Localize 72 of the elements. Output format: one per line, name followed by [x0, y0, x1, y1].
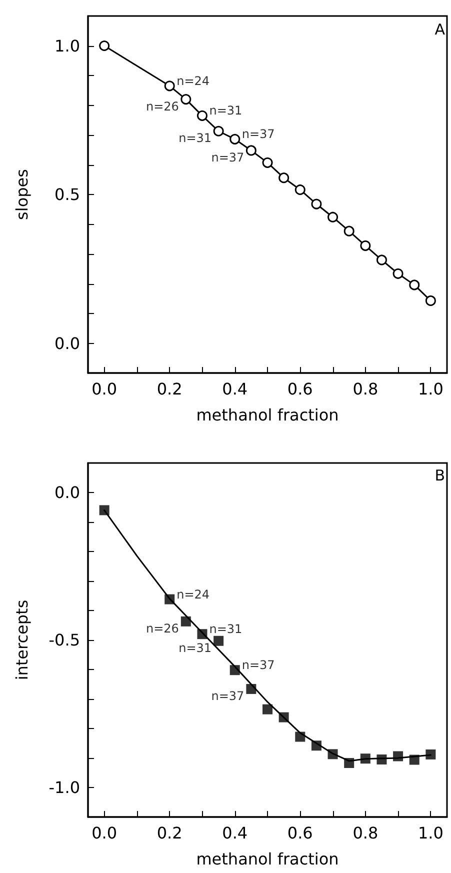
x-tick-label: 1.0 — [418, 824, 444, 842]
point — [99, 505, 110, 516]
point — [409, 754, 420, 765]
point — [230, 134, 240, 144]
x-axis-title: methanol fraction — [196, 850, 339, 868]
point — [278, 172, 290, 184]
point — [246, 684, 256, 694]
annotation: n=26 — [146, 621, 179, 636]
annotation: n=37 — [242, 658, 275, 672]
point — [262, 704, 272, 714]
point — [344, 226, 354, 236]
x-axis-title: methanol fraction — [196, 406, 339, 424]
annotation: n=37 — [242, 127, 275, 142]
point — [328, 749, 338, 760]
y-tick-label: 0.0 — [54, 334, 80, 353]
point — [376, 254, 387, 266]
annotation: n=37 — [211, 150, 244, 164]
point — [180, 616, 191, 626]
y-tick-label: 0.0 — [54, 483, 80, 502]
annotation: n=37 — [211, 688, 244, 703]
point — [214, 636, 224, 646]
x-tick-label: 0.2 — [156, 380, 182, 398]
annotation: n=31 — [209, 104, 242, 118]
point — [230, 665, 240, 676]
x-tick-label: 0.8 — [352, 824, 378, 842]
point — [197, 629, 208, 640]
point — [164, 80, 175, 92]
annotation: n=31 — [209, 622, 242, 636]
x-tick-label: 1.0 — [418, 380, 444, 398]
point — [246, 145, 256, 156]
x-tick-label: 0.0 — [92, 380, 118, 398]
y-tick-label: -0.5 — [48, 630, 80, 650]
x-tick-label: 0.6 — [287, 824, 313, 842]
x-tick-label: 0.2 — [156, 824, 182, 842]
point — [344, 758, 354, 768]
point — [393, 751, 404, 762]
x-tick-label: 0.0 — [92, 824, 118, 842]
annotation: n=31 — [178, 640, 212, 655]
annotation: n=31 — [178, 131, 212, 146]
point — [360, 240, 371, 251]
point — [311, 198, 322, 210]
x-tick-label: 0.4 — [222, 824, 248, 842]
point — [376, 754, 387, 764]
point — [294, 184, 306, 195]
y-axis-title: slopes — [12, 169, 32, 220]
x-tick-label: 0.6 — [287, 380, 313, 398]
point — [196, 110, 208, 121]
point — [311, 740, 322, 751]
point — [180, 94, 192, 105]
point — [213, 126, 224, 136]
point — [328, 212, 338, 222]
point — [262, 157, 273, 168]
annotation: B — [434, 466, 446, 484]
point — [425, 295, 436, 306]
y-tick-label: 1.0 — [54, 36, 80, 56]
y-tick-label: 0.5 — [54, 185, 80, 204]
y-axis-title: intercepts — [12, 600, 32, 680]
x-tick-label: 0.8 — [352, 380, 378, 398]
point — [392, 268, 404, 279]
point — [360, 754, 370, 764]
y-tick-label: -1.0 — [48, 778, 80, 797]
annotation: n=24 — [176, 587, 210, 602]
annotation: A — [434, 20, 446, 38]
point — [99, 40, 110, 51]
point — [278, 712, 289, 722]
x-tick-label: 0.4 — [222, 380, 248, 398]
point — [295, 732, 306, 742]
annotation: n=26 — [146, 99, 179, 114]
point — [409, 280, 420, 290]
annotation: n=24 — [176, 74, 210, 88]
point — [426, 749, 436, 760]
point — [164, 594, 175, 604]
